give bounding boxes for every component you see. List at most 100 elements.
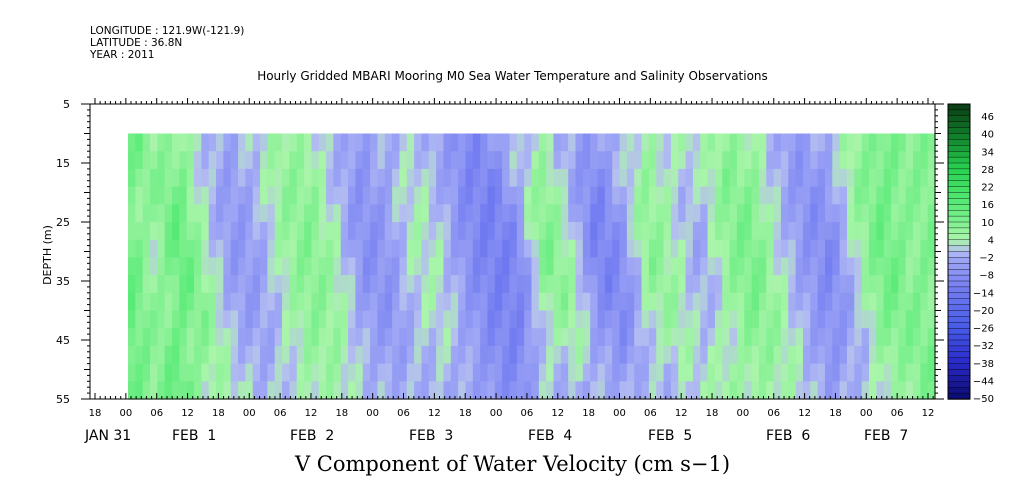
heatmap-cell xyxy=(773,133,782,152)
heatmap-cell xyxy=(758,292,767,312)
x-hour-tick-label: 12 xyxy=(305,408,318,419)
heatmap-cell xyxy=(678,310,687,329)
heatmap-cell xyxy=(443,328,452,347)
heatmap-cell xyxy=(582,151,591,170)
heatmap-cell xyxy=(128,257,136,276)
heatmap-cell xyxy=(531,363,540,382)
x-hour-tick-label: 06 xyxy=(150,408,163,419)
heatmap-cell xyxy=(355,381,364,400)
heatmap-cell xyxy=(832,222,841,241)
heatmap-cell xyxy=(252,222,261,241)
heatmap-cell xyxy=(641,292,650,312)
heatmap-cell xyxy=(626,168,635,188)
x-hour-tick-label: 06 xyxy=(644,408,657,419)
heatmap-cell xyxy=(663,310,672,329)
heatmap-cell xyxy=(370,345,379,365)
heatmap-cell xyxy=(927,204,936,223)
heatmap-cell xyxy=(150,275,158,294)
heatmap-cell xyxy=(700,133,709,152)
heatmap-cell xyxy=(296,292,305,312)
heatmap-cell xyxy=(568,151,577,170)
heatmap-cell xyxy=(186,168,195,188)
heatmap-cell xyxy=(223,151,232,170)
heatmap-cell xyxy=(480,381,489,400)
y-tick-label: 55 xyxy=(56,393,70,406)
heatmap-cell xyxy=(868,133,877,152)
heatmap-cell xyxy=(780,310,789,329)
heatmap-cell xyxy=(421,257,430,276)
heatmap-cell xyxy=(362,363,371,382)
heatmap-cell xyxy=(355,345,364,365)
heatmap-cell xyxy=(296,345,305,365)
heatmap-cell xyxy=(458,310,467,329)
heatmap-cell xyxy=(384,239,393,258)
heatmap-cell xyxy=(575,328,584,347)
heatmap-cell xyxy=(553,292,562,312)
heatmap-cell xyxy=(839,204,848,223)
heatmap-cell xyxy=(348,381,357,400)
heatmap-cell xyxy=(509,257,518,276)
heatmap-cell xyxy=(531,257,540,276)
heatmap-cell xyxy=(157,257,166,276)
heatmap-cell xyxy=(333,133,342,152)
heatmap-cell xyxy=(524,151,533,170)
heatmap-cell xyxy=(348,204,357,223)
heatmap-cell xyxy=(890,345,899,365)
x-hour-tick-label: 12 xyxy=(428,408,441,419)
heatmap-cell xyxy=(238,381,246,400)
heatmap-cell xyxy=(773,275,782,294)
heatmap-cell xyxy=(597,345,606,365)
heatmap-cell xyxy=(729,151,738,170)
heatmap-cell xyxy=(399,151,408,170)
heatmap-cell xyxy=(436,292,445,312)
heatmap-cell xyxy=(883,363,892,382)
colorbar-segment xyxy=(947,192,971,200)
heatmap-cell xyxy=(832,239,841,258)
heatmap-cell xyxy=(597,328,606,347)
heatmap-cell xyxy=(890,239,899,258)
heatmap-cell xyxy=(179,133,188,152)
heatmap-cell xyxy=(194,328,202,347)
heatmap-cell xyxy=(927,168,936,188)
heatmap-cell xyxy=(582,363,591,382)
heatmap-cell xyxy=(304,239,313,258)
heatmap-cell xyxy=(421,292,430,312)
heatmap-cell xyxy=(230,363,239,382)
heatmap-cell xyxy=(920,257,929,276)
heatmap-cell xyxy=(414,204,423,223)
heatmap-cell xyxy=(216,204,224,223)
heatmap-cell xyxy=(150,168,158,188)
heatmap-cell xyxy=(414,328,423,347)
heatmap-cell xyxy=(612,275,621,294)
heatmap-cell xyxy=(751,239,760,258)
heatmap-cell xyxy=(238,292,246,312)
heatmap-cell xyxy=(223,275,232,294)
heatmap-cell xyxy=(560,292,569,312)
heatmap-cell xyxy=(450,186,459,205)
heatmap-cell xyxy=(238,310,246,329)
heatmap-cell xyxy=(150,328,158,347)
heatmap-cell xyxy=(729,275,738,294)
x-day-label: FEB 2 xyxy=(290,428,334,444)
heatmap-cell xyxy=(172,168,180,188)
heatmap-cell xyxy=(274,257,283,276)
heatmap-cell xyxy=(656,381,665,400)
heatmap-cell xyxy=(538,328,547,347)
heatmap-cell xyxy=(216,133,224,152)
heatmap-cell xyxy=(854,328,863,347)
heatmap-cell xyxy=(729,292,738,312)
heatmap-cell xyxy=(289,239,298,258)
heatmap-cell xyxy=(832,186,841,205)
heatmap-cell xyxy=(883,168,892,188)
latitude-label: LATITUDE : 36.8N xyxy=(90,37,183,49)
heatmap-cell xyxy=(722,381,731,400)
heatmap-cell xyxy=(157,168,166,188)
heatmap-cell xyxy=(509,168,518,188)
heatmap-cell xyxy=(238,133,246,152)
heatmap-cell xyxy=(326,310,335,329)
heatmap-cell xyxy=(252,363,261,382)
heatmap-cell xyxy=(399,328,408,347)
heatmap-cell xyxy=(700,292,709,312)
x-hour-tick-label: 18 xyxy=(829,408,842,419)
heatmap-cell xyxy=(626,133,635,152)
